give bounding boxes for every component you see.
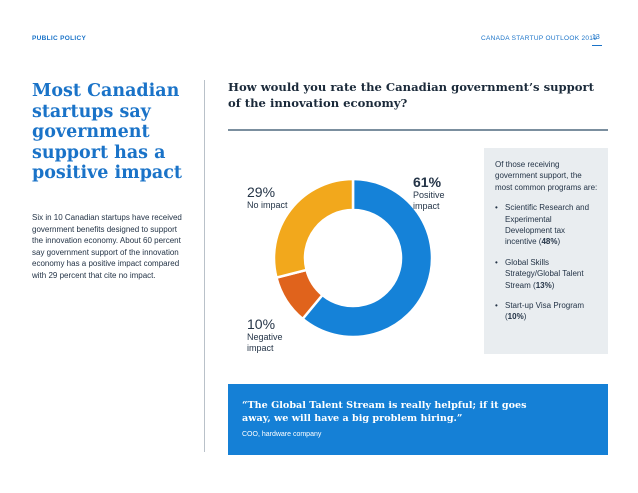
intro-paragraph: Six in 10 Canadian startups have receive… <box>32 213 182 280</box>
program-item-pct: 10% <box>507 312 524 322</box>
program-item: Scientific Research and Experimental Dev… <box>495 202 598 248</box>
program-item-text: Global Skills Strategy/Global Talent Str… <box>505 257 584 290</box>
label-none-pct: 29% <box>247 184 276 200</box>
label-negative-pct: 10% <box>247 316 276 332</box>
publication-title: CANADA STARTUP OUTLOOK 2019 <box>481 35 598 42</box>
column-divider <box>204 80 205 452</box>
program-item: Start-up Visa Program (10%) <box>495 300 598 323</box>
label-none-name: No impact <box>247 200 288 210</box>
quote-text: “The Global Talent Stream is really help… <box>242 400 527 424</box>
chart-question: How would you rate the Canadian governme… <box>228 80 594 110</box>
page-number: 13 <box>592 34 600 41</box>
label-negative-impact: 10% Negative impact <box>247 316 291 354</box>
programs-sidebox: Of those receiving government support, t… <box>484 148 608 354</box>
program-item-pct: 48% <box>541 237 558 247</box>
programs-list: Scientific Research and Experimental Dev… <box>495 202 598 323</box>
program-item-pct: 13% <box>535 280 552 290</box>
label-positive-impact: 61% Positive impact <box>413 174 457 212</box>
quote-attribution: COO, hardware company <box>242 431 322 438</box>
program-item-text: Start-up Visa Program <box>505 301 584 311</box>
program-item-text: Scientific Research and Experimental Dev… <box>505 203 590 247</box>
page-headline: Most Canadian startups say government su… <box>32 81 183 183</box>
question-underline <box>228 129 608 131</box>
page-number-underline <box>592 45 602 46</box>
label-positive-pct: 61% <box>413 174 442 190</box>
program-item: Global Skills Strategy/Global Talent Str… <box>495 257 598 291</box>
label-negative-name: Negative impact <box>247 332 283 353</box>
section-label: PUBLIC POLICY <box>32 35 87 42</box>
donut-slice-no-impact <box>272 177 355 280</box>
label-positive-name: Positive impact <box>413 190 445 211</box>
sidebox-intro: Of those receiving government support, t… <box>495 160 598 192</box>
label-no-impact: 29% No impact <box>247 184 288 211</box>
donut-slice-positive-impact <box>300 177 434 339</box>
quote-box: “The Global Talent Stream is really help… <box>228 384 608 455</box>
